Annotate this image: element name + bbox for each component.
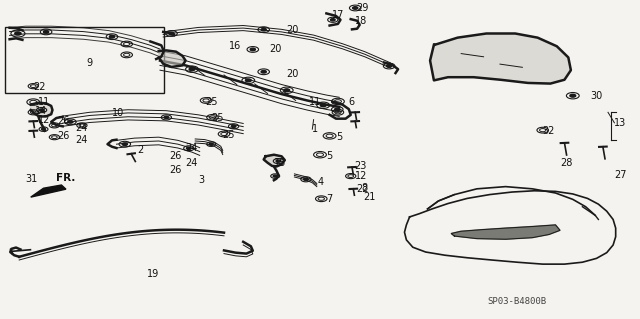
Text: 18: 18 bbox=[355, 16, 367, 26]
Circle shape bbox=[387, 65, 392, 67]
Text: 10: 10 bbox=[112, 108, 124, 118]
Bar bbox=[5, 27, 164, 93]
Text: 11: 11 bbox=[309, 97, 321, 107]
Circle shape bbox=[169, 32, 174, 35]
Text: 24: 24 bbox=[186, 143, 198, 153]
Text: 22: 22 bbox=[356, 184, 369, 194]
Text: 13: 13 bbox=[614, 118, 627, 128]
Circle shape bbox=[246, 79, 252, 82]
Text: 29: 29 bbox=[356, 3, 369, 13]
Circle shape bbox=[250, 48, 255, 51]
Text: 5: 5 bbox=[337, 132, 343, 142]
Text: 11: 11 bbox=[38, 97, 51, 107]
Text: 16: 16 bbox=[229, 41, 241, 51]
Circle shape bbox=[284, 89, 290, 92]
Text: 12: 12 bbox=[355, 171, 367, 181]
Text: 25: 25 bbox=[223, 130, 236, 140]
Text: 30: 30 bbox=[590, 91, 602, 101]
Text: 15: 15 bbox=[274, 158, 286, 168]
Text: 24: 24 bbox=[76, 122, 88, 133]
Text: SP03-B4800B: SP03-B4800B bbox=[488, 297, 547, 306]
Circle shape bbox=[570, 94, 576, 97]
Text: 26: 26 bbox=[58, 130, 70, 141]
Text: 5: 5 bbox=[326, 151, 333, 161]
Text: 31: 31 bbox=[26, 174, 38, 184]
Circle shape bbox=[39, 109, 44, 111]
Circle shape bbox=[276, 160, 281, 162]
Circle shape bbox=[231, 125, 236, 128]
Polygon shape bbox=[31, 103, 52, 116]
Circle shape bbox=[303, 178, 308, 181]
Text: 21: 21 bbox=[364, 192, 376, 202]
Circle shape bbox=[273, 175, 277, 177]
Circle shape bbox=[15, 32, 21, 35]
Circle shape bbox=[68, 121, 73, 123]
Circle shape bbox=[321, 104, 326, 107]
Circle shape bbox=[164, 116, 169, 119]
Polygon shape bbox=[31, 185, 66, 197]
Text: 14: 14 bbox=[35, 106, 47, 116]
Text: 7: 7 bbox=[326, 194, 333, 204]
Circle shape bbox=[335, 108, 340, 111]
Circle shape bbox=[189, 68, 195, 70]
Text: 8: 8 bbox=[362, 183, 368, 193]
Polygon shape bbox=[430, 33, 571, 84]
Circle shape bbox=[209, 143, 213, 145]
Circle shape bbox=[109, 35, 115, 38]
Text: 24: 24 bbox=[76, 135, 88, 145]
Text: 4: 4 bbox=[317, 177, 324, 188]
Circle shape bbox=[261, 70, 266, 73]
Circle shape bbox=[44, 31, 49, 33]
Circle shape bbox=[353, 7, 358, 9]
Text: 26: 26 bbox=[170, 165, 182, 175]
Text: 2: 2 bbox=[138, 145, 144, 155]
Text: 12: 12 bbox=[38, 115, 51, 125]
Circle shape bbox=[122, 143, 127, 145]
Polygon shape bbox=[451, 225, 560, 239]
Text: 25: 25 bbox=[211, 113, 224, 123]
Text: 26: 26 bbox=[170, 151, 182, 161]
Text: 19: 19 bbox=[147, 269, 159, 279]
Circle shape bbox=[186, 147, 191, 150]
Polygon shape bbox=[264, 155, 285, 167]
Text: 27: 27 bbox=[614, 170, 627, 180]
Text: 3: 3 bbox=[198, 175, 205, 185]
Text: 1: 1 bbox=[312, 124, 319, 134]
Text: 23: 23 bbox=[354, 161, 366, 171]
Circle shape bbox=[42, 128, 45, 130]
Circle shape bbox=[261, 28, 266, 31]
Text: 32: 32 bbox=[543, 126, 555, 137]
Text: FR.: FR. bbox=[56, 173, 76, 183]
Text: 20: 20 bbox=[269, 44, 281, 55]
Circle shape bbox=[330, 19, 335, 21]
Text: 17: 17 bbox=[332, 10, 344, 20]
Polygon shape bbox=[159, 50, 186, 67]
Text: 28: 28 bbox=[560, 158, 572, 168]
Text: 24: 24 bbox=[186, 158, 198, 168]
Text: 20: 20 bbox=[287, 25, 299, 35]
Text: 25: 25 bbox=[205, 97, 218, 107]
Text: 20: 20 bbox=[287, 69, 299, 79]
Text: 9: 9 bbox=[86, 58, 93, 68]
Text: 6: 6 bbox=[349, 97, 355, 107]
Text: 26: 26 bbox=[58, 116, 70, 126]
Text: 22: 22 bbox=[33, 82, 46, 93]
